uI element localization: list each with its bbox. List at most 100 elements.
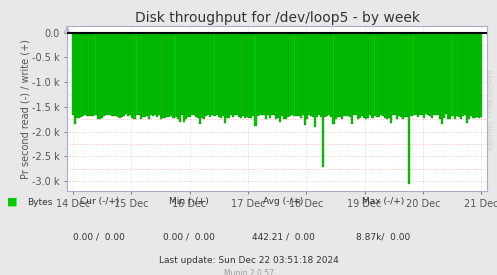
Bar [176, 33, 178, 119]
Bar [441, 33, 443, 123]
Bar [414, 33, 416, 116]
Bar [258, 33, 261, 116]
Bar [100, 33, 103, 118]
Text: Bytes: Bytes [27, 198, 53, 207]
Bar [425, 33, 427, 114]
Bar [205, 33, 207, 116]
Bar [384, 33, 386, 118]
Bar [320, 33, 322, 117]
Bar [390, 33, 392, 123]
Bar [338, 33, 341, 117]
Bar [411, 33, 413, 116]
Bar [242, 33, 244, 116]
Text: 442.21 /  0.00: 442.21 / 0.00 [252, 232, 315, 241]
Bar [138, 33, 140, 115]
Bar [407, 33, 409, 117]
Bar [170, 33, 172, 116]
Bar [240, 33, 242, 118]
Bar [327, 33, 329, 116]
Bar [86, 33, 88, 116]
Bar [460, 33, 462, 119]
Bar [404, 33, 407, 117]
Bar [300, 33, 302, 118]
Bar [359, 33, 361, 118]
Bar [172, 33, 174, 119]
Bar [413, 33, 414, 115]
Bar [105, 33, 107, 115]
Bar [123, 33, 125, 116]
Bar [224, 33, 226, 123]
Bar [254, 33, 256, 126]
Bar [263, 33, 265, 115]
Bar [394, 33, 396, 115]
Bar [248, 33, 250, 118]
Bar [343, 33, 345, 116]
Bar [447, 33, 449, 119]
Bar [117, 33, 119, 117]
Bar [166, 33, 168, 117]
Bar [310, 33, 312, 116]
Bar [232, 33, 234, 117]
Bar [158, 33, 160, 115]
Bar [109, 33, 111, 115]
Bar [429, 33, 431, 116]
Bar [226, 33, 228, 118]
Bar [363, 33, 365, 117]
Bar [111, 33, 113, 116]
Bar [316, 33, 318, 117]
Bar [183, 33, 185, 122]
Bar [449, 33, 451, 119]
Bar [318, 33, 320, 115]
Bar [336, 33, 338, 117]
Bar [382, 33, 384, 116]
Text: RRDTOOL / TOBI OETIKER: RRDTOOL / TOBI OETIKER [488, 70, 493, 150]
Bar [209, 33, 211, 117]
Bar [247, 33, 248, 117]
Bar [392, 33, 394, 115]
Bar [361, 33, 363, 116]
Bar [216, 33, 218, 115]
Bar [133, 33, 136, 119]
Bar [146, 33, 148, 116]
Bar [84, 33, 86, 115]
Bar [174, 33, 176, 117]
Bar [168, 33, 170, 117]
Bar [222, 33, 224, 116]
Bar [439, 33, 441, 119]
Text: Min (-/+): Min (-/+) [169, 197, 209, 206]
Bar [285, 33, 287, 119]
Bar [279, 33, 281, 122]
Bar [140, 33, 142, 119]
Bar [418, 33, 421, 116]
Bar [454, 33, 456, 119]
Bar [273, 33, 275, 115]
Bar [98, 33, 100, 119]
Bar [340, 33, 343, 119]
Bar [96, 33, 98, 119]
Bar [281, 33, 283, 116]
Bar [78, 33, 80, 118]
Bar [252, 33, 254, 116]
Text: 0.00 /  0.00: 0.00 / 0.00 [163, 232, 215, 241]
Bar [119, 33, 121, 118]
Bar [306, 33, 308, 119]
Bar [376, 33, 378, 117]
Bar [351, 33, 353, 124]
Bar [291, 33, 294, 115]
Bar [189, 33, 191, 117]
Bar [213, 33, 216, 116]
Text: Munin 2.0.57: Munin 2.0.57 [224, 270, 273, 275]
Bar [271, 33, 273, 115]
Bar [160, 33, 162, 119]
Bar [191, 33, 193, 115]
Bar [329, 33, 331, 115]
Bar [464, 33, 466, 116]
Bar [121, 33, 123, 117]
Bar [199, 33, 201, 124]
Bar [437, 33, 439, 115]
Bar [369, 33, 371, 115]
Bar [322, 33, 324, 167]
Bar [154, 33, 156, 115]
Bar [187, 33, 189, 117]
Bar [260, 33, 263, 115]
